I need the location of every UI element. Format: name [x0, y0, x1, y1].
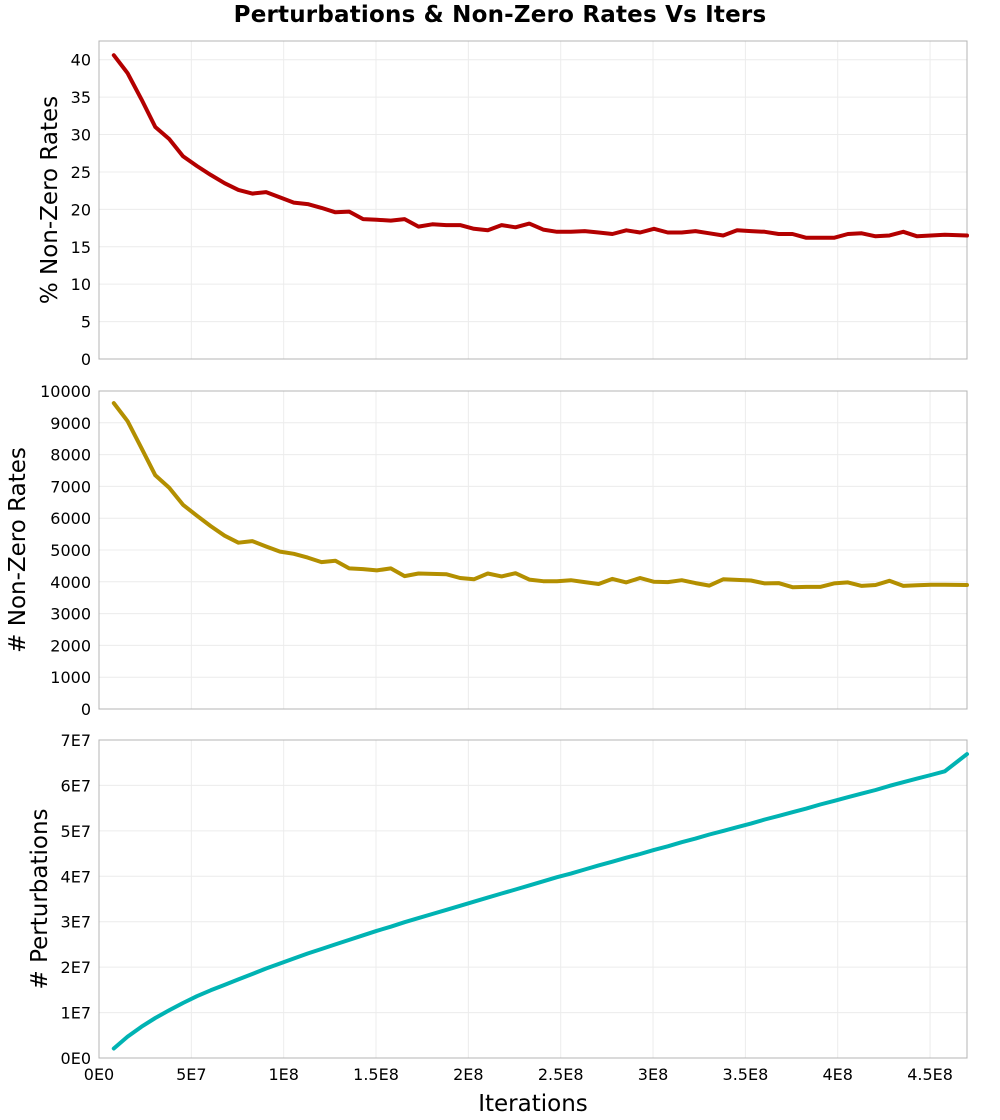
x-tick-label: 3E8 — [638, 1065, 668, 1084]
series-line — [111, 53, 969, 240]
y-tick-label: 25 — [71, 163, 91, 182]
x-tick-label: 0E0 — [84, 1065, 114, 1084]
x-tick-label: 4E8 — [822, 1065, 852, 1084]
plot-frame — [98, 390, 968, 710]
y-tick-label: 4E7 — [61, 867, 91, 886]
y-tick-label: 10 — [71, 275, 91, 294]
series-line — [111, 752, 969, 1051]
y-tick-label: 7000 — [50, 477, 91, 496]
y-tick-label: 5000 — [50, 541, 91, 560]
y-tick-label: 30 — [71, 126, 91, 145]
y-tick-label: 0E0 — [61, 1049, 91, 1068]
panel-3: 0E0 1E7 2E7 3E7 4E7 5E7 6E7 7E7 # Perturbations 0… — [27, 731, 969, 1117]
y-axis-label: % Non-Zero Rates — [37, 96, 63, 304]
series-line — [111, 401, 969, 590]
plot-frame — [98, 739, 968, 1059]
plot-area — [99, 740, 967, 1058]
x-tick-label: 1E8 — [268, 1065, 298, 1084]
y-tick-label: 40 — [71, 51, 91, 70]
y-tick-label: 35 — [71, 88, 91, 107]
y-tick-label: 1E7 — [61, 1004, 91, 1023]
y-tick-label: 7E7 — [61, 731, 91, 750]
y-tick-label: 15 — [71, 238, 91, 257]
panel-1: 0 5 10 15 20 25 30 35 40 % Non-Zero Rates — [37, 40, 969, 369]
y-tick-label: 3000 — [50, 605, 91, 624]
y-tick-label: 5E7 — [61, 822, 91, 841]
y-tick-label: 1000 — [50, 668, 91, 687]
y-tick-label: 10000 — [40, 382, 91, 401]
y-tick-label: 20 — [71, 200, 91, 219]
plot-frame — [98, 40, 968, 360]
y-tick-label: 0 — [81, 350, 91, 369]
x-tick-label: 2.5E8 — [538, 1065, 584, 1084]
y-tick-label: 4000 — [50, 573, 91, 592]
x-tick-label: 3.5E8 — [723, 1065, 769, 1084]
y-tick-label: 2000 — [50, 636, 91, 655]
x-axis-label: Iterations — [478, 1091, 588, 1117]
y-tick-label: 6E7 — [61, 776, 91, 795]
y-tick-label: 3E7 — [61, 913, 91, 932]
x-tick-label: 4.5E8 — [907, 1065, 953, 1084]
y-tick-label: 2E7 — [61, 958, 91, 977]
y-tick-label: 5 — [81, 313, 91, 332]
x-tick-label: 5E7 — [176, 1065, 206, 1084]
x-tick-label: 2E8 — [453, 1065, 483, 1084]
x-tick-label: 1.5E8 — [353, 1065, 399, 1084]
y-tick-label: 8000 — [50, 446, 91, 465]
plot-area — [99, 41, 967, 359]
y-tick-label: 9000 — [50, 414, 91, 433]
y-tick-label: 6000 — [50, 509, 91, 528]
y-tick-label: 0 — [81, 700, 91, 719]
panel-2: 0 1000 2000 3000 4000 5000 6000 7000 8000 9000 100… — [5, 382, 969, 719]
y-axis-label: # Perturbations — [27, 808, 53, 989]
y-axis-label: # Non-Zero Rates — [5, 447, 31, 653]
chart-title: Perturbations & Non-Zero Rates Vs Iters — [233, 2, 767, 28]
